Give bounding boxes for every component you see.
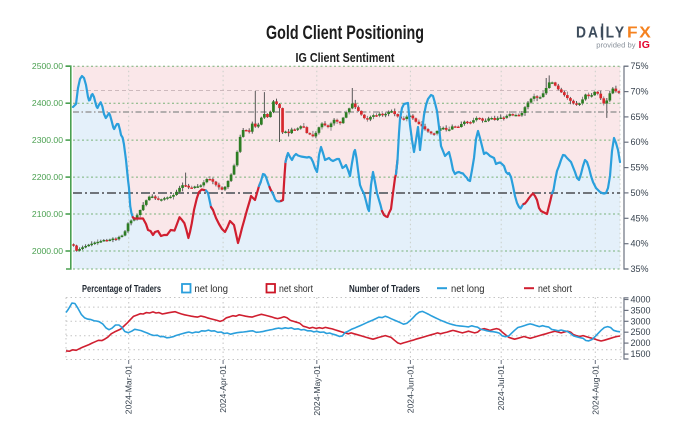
svg-text:IG: IG bbox=[639, 39, 651, 51]
svg-text:35%: 35% bbox=[631, 264, 649, 274]
svg-text:net long: net long bbox=[195, 284, 229, 295]
svg-text:55%: 55% bbox=[631, 163, 649, 173]
svg-text:Gold Client Positioning: Gold Client Positioning bbox=[266, 23, 424, 44]
svg-text:2024-Jun-01: 2024-Jun-01 bbox=[405, 365, 415, 413]
svg-text:2300.00: 2300.00 bbox=[32, 135, 63, 145]
svg-text:2024-Jul-01: 2024-Jul-01 bbox=[496, 365, 506, 411]
svg-text:2500: 2500 bbox=[631, 327, 651, 337]
svg-text:2024-Mar-01: 2024-Mar-01 bbox=[124, 365, 134, 414]
svg-text:net short: net short bbox=[538, 284, 572, 295]
svg-text:IG Client Sentiment: IG Client Sentiment bbox=[296, 50, 396, 65]
svg-text:2500.00: 2500.00 bbox=[32, 61, 63, 71]
svg-text:2024-Apr-01: 2024-Apr-01 bbox=[218, 365, 228, 413]
svg-text:provided by: provided by bbox=[596, 41, 635, 50]
svg-text:2000.00: 2000.00 bbox=[32, 246, 63, 256]
svg-text:3500: 3500 bbox=[631, 305, 651, 315]
svg-text:Percentage of Traders: Percentage of Traders bbox=[82, 284, 161, 295]
svg-text:70%: 70% bbox=[631, 87, 649, 97]
svg-text:1500: 1500 bbox=[631, 349, 651, 359]
svg-text:45%: 45% bbox=[631, 213, 649, 223]
svg-text:net long: net long bbox=[451, 284, 485, 295]
svg-text:50%: 50% bbox=[631, 188, 649, 198]
svg-text:60%: 60% bbox=[631, 137, 649, 147]
svg-text:net short: net short bbox=[279, 284, 313, 295]
svg-text:75%: 75% bbox=[631, 61, 649, 71]
svg-text:2100.00: 2100.00 bbox=[32, 209, 63, 219]
svg-text:2024-Aug-01: 2024-Aug-01 bbox=[590, 365, 600, 415]
svg-text:40%: 40% bbox=[631, 239, 649, 249]
svg-text:2400.00: 2400.00 bbox=[32, 98, 63, 108]
svg-text:4000: 4000 bbox=[631, 295, 651, 305]
svg-text:FX: FX bbox=[627, 25, 653, 42]
svg-text:3000: 3000 bbox=[631, 316, 651, 326]
svg-text:DAILY: DAILY bbox=[576, 25, 626, 42]
svg-text:2024-May-01: 2024-May-01 bbox=[312, 365, 322, 416]
svg-text:2000: 2000 bbox=[631, 338, 651, 348]
svg-text:Number of Traders: Number of Traders bbox=[349, 284, 420, 295]
svg-text:65%: 65% bbox=[631, 112, 649, 122]
svg-text:2200.00: 2200.00 bbox=[32, 172, 63, 182]
